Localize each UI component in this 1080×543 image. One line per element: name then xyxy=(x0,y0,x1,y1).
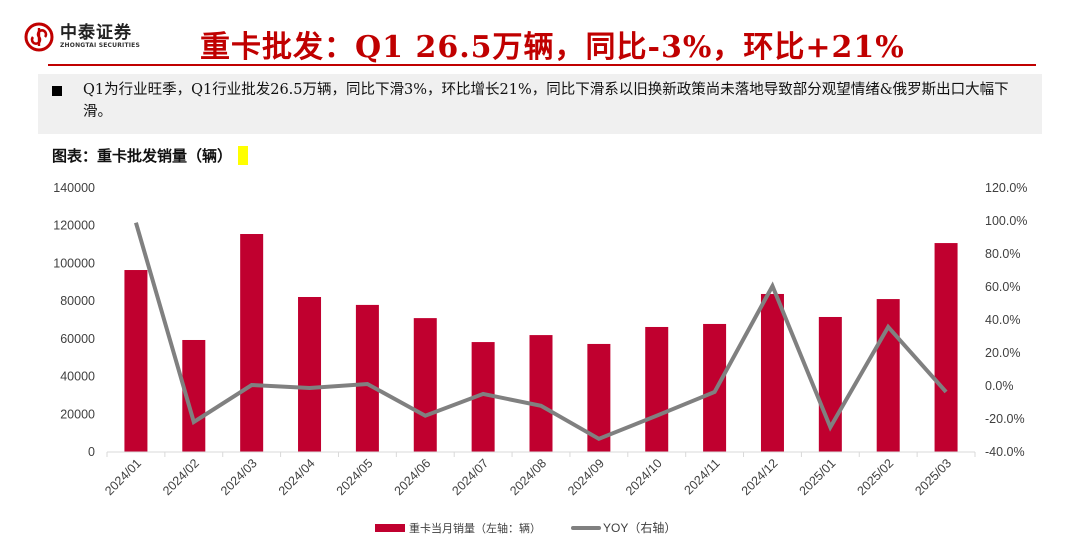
x-tick-label: 2025/01 xyxy=(797,456,839,498)
logo-english-name: ZHONGTAI SECURITIES xyxy=(60,42,140,49)
left-tick-label: 120000 xyxy=(53,219,95,233)
yoy-line xyxy=(134,222,948,442)
x-tick-label: 2024/01 xyxy=(102,456,144,498)
left-tick-label: 60000 xyxy=(60,332,95,346)
sales-bar xyxy=(240,234,264,452)
sales-bar xyxy=(760,293,784,452)
x-tick-label: 2024/10 xyxy=(623,456,665,498)
x-tick-label: 2024/06 xyxy=(392,456,434,498)
x-tick-label: 2024/04 xyxy=(276,456,318,498)
company-logo: 中泰证券 ZHONGTAI SECURITIES xyxy=(24,22,140,52)
sales-bar xyxy=(298,296,322,452)
line-swatch-icon xyxy=(571,525,601,530)
left-axis: 0 20000 40000 60000 80000 100000 120000 140000 xyxy=(53,181,95,459)
x-tick-label: 2024/05 xyxy=(334,456,376,498)
x-tick-label: 2025/03 xyxy=(912,456,954,498)
sales-bar xyxy=(587,343,611,452)
bullet-square-icon xyxy=(52,86,62,96)
right-tick-label: -40.0% xyxy=(985,445,1025,459)
x-axis: 2024/01 2024/02 2024/03 2024/04 2024/05 2024/… xyxy=(102,452,976,498)
sales-bar xyxy=(471,342,495,452)
report-header: 中泰证券 ZHONGTAI SECURITIES 重卡批发：Q1 26.5万辆，… xyxy=(0,0,1080,68)
x-tick-label: 2024/03 xyxy=(218,456,260,498)
page-title: 重卡批发：Q1 26.5万辆，同比-3%，环比+21% xyxy=(200,30,905,65)
left-tick-label: 0 xyxy=(88,445,95,459)
logo-chinese-name: 中泰证券 xyxy=(60,23,132,43)
left-tick-label: 20000 xyxy=(60,407,95,421)
sales-bar xyxy=(124,270,148,452)
sales-bar xyxy=(413,318,437,452)
legend-item-yoy: YOY（右轴） xyxy=(571,519,676,536)
summary-text: Q1为行业旺季，Q1行业批发26.5万辆，同比下滑3%，环比增长21%，同比下滑… xyxy=(83,82,1009,120)
left-tick-label: 140000 xyxy=(53,181,95,195)
summary-box: Q1为行业旺季，Q1行业批发26.5万辆，同比下滑3%，环比增长21%，同比下滑… xyxy=(38,74,1042,134)
x-tick-label: 2024/08 xyxy=(507,456,549,498)
zhongtai-logo-icon xyxy=(24,22,54,52)
legend-item-sales: 重卡当月销量（左轴：辆） xyxy=(375,520,541,536)
sales-bar xyxy=(355,304,379,452)
right-tick-label: 40.0% xyxy=(985,313,1020,327)
chart-legend: 重卡当月销量（左轴：辆） YOY（右轴） xyxy=(375,519,706,536)
sales-chart: 020000400006000080000100000120000140000 … xyxy=(53,181,1027,498)
left-tick-label: 80000 xyxy=(60,294,95,308)
bar-series xyxy=(124,234,958,452)
right-axis: -40.0% -20.0% 0.0% 20.0% 40.0% 60.0% 80.0% 100.… xyxy=(985,181,1027,459)
right-tick-label: 80.0% xyxy=(985,247,1020,261)
sales-bar xyxy=(529,335,553,452)
right-tick-label: -20.0% xyxy=(985,412,1025,426)
right-tick-label: 120.0% xyxy=(985,181,1027,195)
figure-title: 图表：重卡批发销量（辆） xyxy=(52,145,249,166)
figure-title-text: 图表：重卡批发销量（辆） xyxy=(52,147,233,165)
right-tick-label: 20.0% xyxy=(985,346,1020,360)
right-tick-label: 100.0% xyxy=(985,214,1027,228)
bar-swatch-icon xyxy=(375,523,405,532)
right-tick-label: 0.0% xyxy=(985,379,1014,393)
x-tick-label: 2024/11 xyxy=(682,456,723,497)
right-tick-label: 60.0% xyxy=(985,280,1020,294)
legend-label-yoy: YOY（右轴） xyxy=(603,521,677,535)
sales-bar xyxy=(182,339,206,452)
title-divider xyxy=(48,64,1036,66)
left-tick-label: 100000 xyxy=(53,256,95,270)
sales-bar xyxy=(876,299,900,452)
x-tick-label: 2024/12 xyxy=(739,456,781,498)
x-tick-label: 2024/07 xyxy=(449,456,491,498)
highlight-marker xyxy=(238,146,249,165)
sales-bar xyxy=(934,243,958,452)
x-tick-label: 2025/02 xyxy=(854,456,896,498)
sales-bar xyxy=(818,316,842,452)
sales-bar xyxy=(645,326,669,452)
legend-label-sales: 重卡当月销量（左轴：辆） xyxy=(409,521,541,535)
left-tick-label: 40000 xyxy=(60,370,95,384)
x-tick-label: 2024/02 xyxy=(160,456,202,498)
x-tick-label: 2024/09 xyxy=(565,456,607,498)
